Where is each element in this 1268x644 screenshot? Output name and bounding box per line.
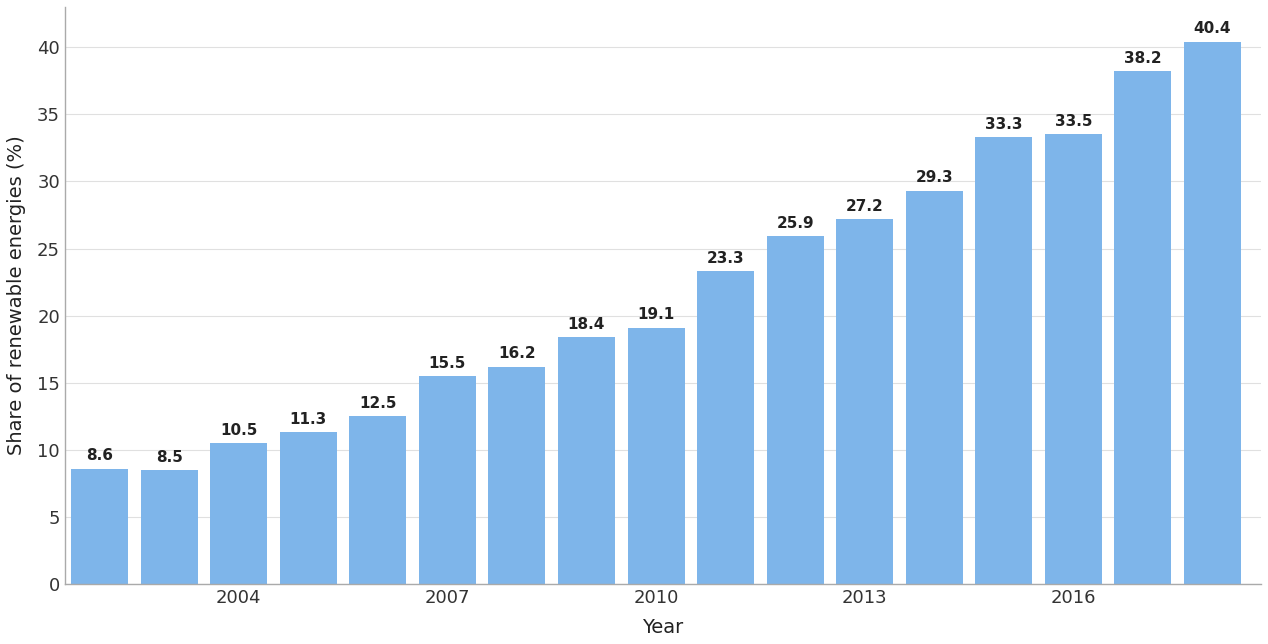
Bar: [71, 469, 128, 584]
Text: 12.5: 12.5: [359, 396, 397, 411]
Text: 8.5: 8.5: [156, 450, 183, 464]
Text: 15.5: 15.5: [429, 355, 467, 371]
Bar: [280, 432, 337, 584]
Text: 18.4: 18.4: [568, 317, 605, 332]
Text: 40.4: 40.4: [1193, 21, 1231, 37]
Text: 16.2: 16.2: [498, 346, 536, 361]
Text: 19.1: 19.1: [638, 307, 675, 323]
Y-axis label: Share of renewable energies (%): Share of renewable energies (%): [6, 136, 25, 455]
Text: 25.9: 25.9: [776, 216, 814, 231]
Text: 29.3: 29.3: [915, 171, 954, 185]
Bar: [488, 366, 545, 584]
Bar: [975, 137, 1032, 584]
Text: 11.3: 11.3: [289, 412, 327, 427]
Bar: [1184, 42, 1241, 584]
Text: 33.5: 33.5: [1055, 114, 1092, 129]
Bar: [836, 219, 893, 584]
Bar: [418, 376, 476, 584]
X-axis label: Year: Year: [643, 618, 683, 637]
Text: 8.6: 8.6: [86, 448, 113, 463]
Text: 27.2: 27.2: [846, 198, 884, 214]
Bar: [350, 416, 406, 584]
Bar: [210, 443, 268, 584]
Bar: [628, 328, 685, 584]
Bar: [1115, 71, 1172, 584]
Bar: [905, 191, 962, 584]
Bar: [697, 271, 754, 584]
Text: 10.5: 10.5: [221, 422, 257, 438]
Text: 33.3: 33.3: [985, 117, 1022, 132]
Text: 23.3: 23.3: [706, 251, 744, 266]
Bar: [767, 236, 824, 584]
Bar: [1045, 135, 1102, 584]
Bar: [141, 470, 198, 584]
Bar: [558, 337, 615, 584]
Text: 38.2: 38.2: [1123, 51, 1161, 66]
